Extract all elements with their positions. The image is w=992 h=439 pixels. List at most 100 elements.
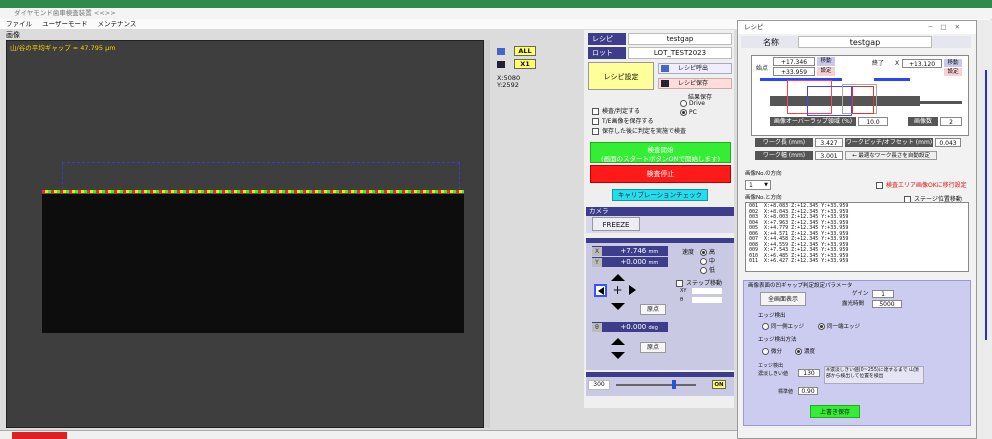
list-item[interactable]: 001 X:+8.083 Z:+12.345 Y:+33.959 [749,203,849,209]
start-x-value[interactable]: +17.346 [773,57,815,66]
x-position-value: +7.746 [620,247,647,255]
end-move-button[interactable]: 移動 [944,59,962,67]
theta-origin-button[interactable]: 原点 [640,342,666,353]
edge-same-side-radio[interactable]: 同一側エッジ [762,322,804,330]
xy-origin-button[interactable]: 原点 [640,304,666,315]
exposure-value[interactable]: 5000 [872,300,902,308]
work-length-value[interactable]: 3.427 [815,138,843,147]
step-xy-input[interactable] [692,288,722,294]
list-item[interactable]: 007 X:+4.458 Z:+12.345 Y:+33.959 [749,236,849,242]
pc-radio[interactable]: PC [680,109,697,116]
top-banner [0,0,992,8]
list-item[interactable]: 005 X:+4.779 Z:+12.345 Y:+33.959 [749,225,849,231]
overlap-value[interactable]: 10.0 [858,117,888,126]
move-down-arrow-icon[interactable] [611,303,625,310]
calibration-check-button[interactable]: キャリブレーションチェック [612,189,708,201]
chevron-down-icon: ▼ [764,182,768,188]
light-slider-track[interactable] [616,384,696,386]
end-x-value[interactable]: +13.120 [902,59,942,68]
start-set-button[interactable]: 設定 [817,67,835,76]
image-panel-label: 画像 [6,31,20,39]
checkbox-box [876,182,883,189]
edge-method-density-radio[interactable]: 濃度 [795,347,815,355]
gain-value[interactable]: 1 [872,290,894,298]
stop-inspection-button[interactable]: 検査停止 [590,165,731,183]
speed-low-radio[interactable]: 低 [700,265,715,274]
viewer-scrollbar[interactable] [484,40,490,428]
start-y-value[interactable]: +33.959 [773,67,815,76]
menu-item-user-mode[interactable]: ユーザーモード [42,20,88,28]
save-te-image-checkbox[interactable]: T/E画像を保存する [592,116,653,125]
y-position-value: +0.000 [620,258,647,266]
checkbox-box [592,128,599,135]
drive-radio[interactable]: Drive [680,100,705,107]
standard-value[interactable]: 0.90 [798,387,818,395]
image-position-list[interactable]: 001 X:+8.083 Z:+12.345 Y:+33.959 002 X:+8… [745,202,969,272]
checkbox-box [676,280,683,287]
coord-x-readout: X:5080 [497,74,521,82]
list-item[interactable]: 010 X:+6.485 Z:+12.345 Y:+33.959 [749,252,849,259]
theta-down-arrow-icon[interactable] [611,352,625,359]
end-label: 終了 [872,60,885,67]
freeze-button[interactable]: FREEZE [592,217,640,231]
full-view-button[interactable]: 全画面表示 [760,292,806,306]
light-on-button[interactable]: ON [712,380,726,389]
dialog-title-bar: レシピ ─□✕ [738,21,976,34]
move-left-button[interactable] [594,284,607,297]
light-slider-thumb[interactable] [671,380,676,389]
menu-item-file[interactable]: ファイル [6,20,32,28]
list-item[interactable]: 008 X:+4.559 Z:+12.345 Y:+33.959 [749,241,849,248]
list-item[interactable]: 006 X:+4.571 Z:+12.345 Y:+33.959 [749,230,849,237]
stage-panel-header [586,238,734,243]
lot-value[interactable]: LOT_TEST2023 [628,47,732,59]
move-right-arrow-icon[interactable] [629,285,636,295]
window-controls-icon[interactable]: ─□✕ [928,23,968,31]
center-plus-icon[interactable]: + [612,283,623,297]
start-move-button[interactable]: 移動 [817,57,835,66]
overlap-label: 画像オーバーラップ領域 (%) [770,117,856,126]
light-level-value[interactable]: 300 [588,380,610,390]
speed-mid-radio[interactable]: 中 [700,256,715,265]
recipe-save-button[interactable]: レシピ保存 [658,78,732,89]
save-image-icon[interactable] [497,61,505,68]
work-width-value[interactable]: 3.001 [815,151,843,160]
list-item[interactable]: 009 X:+7.543 Z:+12.345 Y:+33.959 [749,247,849,253]
step-move-checkbox[interactable]: ステップ移動 [676,278,722,287]
image-count-value[interactable]: 2 [940,117,962,126]
start-inspection-button[interactable]: 検査開始 (画面のスタートボタンONで開始します) [590,142,731,163]
edge-detection-markers [42,190,464,193]
diagram-roi-4 [852,86,874,114]
edge-method-diff-radio[interactable]: 微分 [762,347,782,355]
list-item[interactable]: 003 X:+8.003 Z:+12.345 Y:+33.959 [749,214,849,220]
overwrite-save-button[interactable]: 上書き保存 [810,405,860,418]
name-value[interactable]: testgap [798,36,932,48]
inspection-area-checkbox[interactable]: 検査エリア画像OKに移行設定 [876,180,967,189]
end-set-button[interactable]: 設定 [944,68,962,76]
recipe-load-button[interactable]: レシピ呼出 [658,63,732,74]
zoom-icon[interactable] [497,48,505,55]
speed-high-radio[interactable]: 高 [700,247,715,256]
recipe-settings-button[interactable]: レシピ設定 [588,62,654,90]
recipe-label: レシピ [588,33,626,45]
menu-item-maintenance[interactable]: メンテナンス [97,20,137,28]
checkbox-box [592,108,599,115]
edge-threshold-value[interactable]: 130 [798,369,820,377]
judge-after-save-checkbox[interactable]: 保存した後に判定を実施で検査 [592,126,686,135]
inspect-judge-checkbox[interactable]: 検査/判定する [592,106,640,115]
edge-threshold-label: エッジ検出 [758,363,784,369]
list-item[interactable]: 002 X:+8.043 Z:+12.345 Y:+33.959 [749,208,849,215]
list-item[interactable]: 011 X:+6.427 Z:+12.345 Y:+33.959 [749,258,849,264]
image-no-direction-select[interactable]: 1 ▼ [745,180,771,190]
theta-up-arrow-icon[interactable] [611,338,625,345]
move-up-arrow-icon[interactable] [611,274,625,281]
auto-set-length-button[interactable]: ← 最適なワーク長さを自動設定 [845,151,937,160]
pc-radio-dot [680,109,687,116]
zoom-all-button[interactable]: ALL [514,46,536,56]
edge-same-end-radio[interactable]: 同一端エッジ [818,322,860,330]
work-pitch-value[interactable]: 0.043 [935,138,961,147]
zoom-x1-button[interactable]: X1 [514,59,536,69]
list-item[interactable]: 004 X:+7.963 Z:+12.345 Y:+33.959 [749,219,849,226]
lot-label: ロット [588,47,626,59]
image-no-direction-value: 1 [749,182,753,189]
step-theta-input[interactable] [692,297,722,303]
